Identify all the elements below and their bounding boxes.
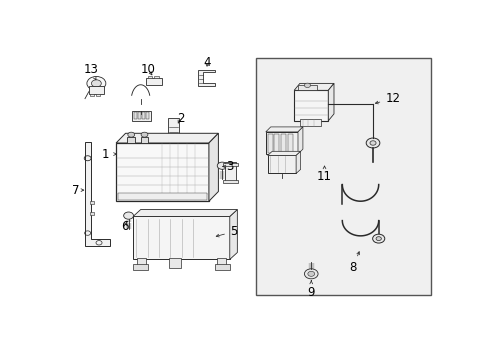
Bar [96, 94, 100, 96]
Text: 13: 13 [83, 63, 98, 80]
Bar [133, 112, 136, 120]
Circle shape [372, 234, 384, 243]
Polygon shape [116, 133, 218, 143]
Bar [223, 180, 237, 183]
Circle shape [369, 141, 375, 145]
Text: 11: 11 [316, 166, 331, 183]
Bar [116, 143, 208, 201]
Bar [214, 264, 229, 270]
Bar [223, 163, 237, 166]
Bar [138, 112, 141, 120]
Polygon shape [296, 151, 300, 174]
Bar [137, 258, 146, 265]
Bar [256, 58, 430, 296]
Bar [147, 76, 152, 78]
Bar [118, 193, 206, 200]
Bar [146, 112, 149, 120]
Bar [216, 258, 225, 265]
Bar [267, 156, 295, 174]
Bar [274, 134, 279, 153]
Text: 8: 8 [348, 252, 359, 274]
Polygon shape [133, 210, 237, 216]
Polygon shape [229, 210, 237, 260]
Bar [133, 216, 229, 260]
Bar [89, 201, 94, 204]
Bar [90, 94, 94, 96]
Bar [89, 212, 94, 215]
Circle shape [217, 162, 226, 169]
Text: 3: 3 [223, 160, 233, 173]
Bar [169, 258, 180, 268]
Polygon shape [198, 69, 214, 86]
Text: 2: 2 [176, 112, 184, 125]
Bar [133, 264, 148, 270]
Bar [132, 111, 150, 121]
Text: 1: 1 [102, 148, 116, 161]
Bar [127, 137, 135, 143]
Bar [142, 112, 144, 120]
Text: 6: 6 [121, 220, 128, 233]
Bar [154, 76, 158, 78]
Bar [265, 132, 297, 154]
Bar [89, 86, 104, 94]
Circle shape [123, 212, 133, 219]
Polygon shape [267, 151, 300, 156]
Circle shape [127, 132, 134, 137]
Polygon shape [327, 84, 333, 121]
Bar [267, 134, 272, 153]
Bar [297, 85, 316, 90]
Bar [146, 78, 161, 85]
Bar [224, 162, 236, 182]
Circle shape [375, 237, 381, 240]
Circle shape [304, 83, 310, 87]
Circle shape [307, 271, 314, 276]
Text: 5: 5 [216, 225, 237, 238]
Bar [141, 137, 148, 143]
Bar [168, 118, 178, 144]
Polygon shape [84, 141, 110, 246]
Circle shape [91, 80, 101, 87]
Text: 4: 4 [203, 56, 210, 69]
Polygon shape [297, 127, 302, 154]
Bar [166, 144, 180, 146]
Bar [287, 134, 292, 153]
Bar [299, 120, 320, 126]
Polygon shape [265, 127, 302, 132]
Bar [281, 134, 285, 153]
Bar [294, 90, 327, 121]
Text: 9: 9 [307, 280, 314, 299]
Text: 12: 12 [375, 92, 399, 105]
Circle shape [87, 76, 105, 90]
Circle shape [304, 269, 317, 279]
Circle shape [366, 138, 379, 148]
Text: 7: 7 [72, 184, 83, 197]
Polygon shape [208, 133, 218, 201]
Circle shape [141, 132, 147, 137]
Polygon shape [294, 84, 333, 90]
Text: 10: 10 [141, 63, 155, 76]
